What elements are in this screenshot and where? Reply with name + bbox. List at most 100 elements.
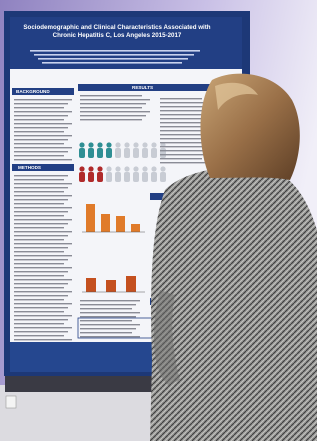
person-icon-body — [88, 148, 94, 158]
poster-bar — [101, 214, 110, 232]
person-icon-body — [97, 172, 103, 182]
text-line — [14, 115, 68, 116]
text-line — [14, 327, 72, 328]
person-icon-body — [142, 172, 148, 182]
poster-bar — [116, 216, 125, 232]
text-line — [14, 219, 72, 220]
text-line — [14, 223, 68, 224]
person-icon-head — [151, 142, 156, 147]
text-line — [14, 103, 68, 104]
text-line — [80, 115, 146, 116]
person-icon-head — [88, 166, 93, 171]
author-line — [34, 54, 194, 56]
text-line — [14, 231, 72, 232]
person-icon-head — [79, 166, 84, 171]
text-line — [14, 159, 72, 160]
person-icon-head — [133, 142, 138, 147]
text-line — [14, 291, 72, 292]
author-line — [30, 50, 200, 52]
text-line — [14, 267, 72, 268]
person-icon-body — [133, 172, 139, 182]
text-line — [14, 251, 64, 252]
text-line — [160, 106, 206, 107]
text-line — [160, 110, 202, 111]
person-icon-body — [124, 172, 130, 182]
photo: BACKGROUND RESULTS METHODS Sociodemograp… — [0, 0, 317, 441]
person-icon-head — [160, 166, 165, 171]
text-line — [14, 335, 64, 336]
person-icon-body — [115, 148, 121, 158]
text-line — [14, 111, 72, 112]
text-line — [14, 179, 64, 180]
text-line — [14, 119, 64, 120]
text-line — [14, 311, 64, 312]
text-line — [80, 332, 132, 333]
poster-bar — [126, 276, 136, 292]
text-line — [14, 295, 68, 296]
text-line — [14, 127, 68, 128]
text-line — [14, 243, 72, 244]
text-line — [160, 98, 202, 99]
text-line — [14, 287, 64, 288]
person-icon-body — [79, 148, 85, 158]
text-line — [14, 183, 72, 184]
text-line — [14, 187, 68, 188]
text-line — [14, 215, 64, 216]
text-line — [14, 247, 68, 248]
text-line — [14, 255, 72, 256]
text-line — [14, 143, 64, 144]
text-line — [14, 319, 68, 320]
poster-bar — [86, 204, 95, 232]
text-line — [14, 135, 72, 136]
section-heading: RESULTS — [132, 85, 153, 90]
person-icon-head — [79, 142, 84, 147]
text-line — [80, 336, 140, 337]
text-line — [160, 118, 206, 119]
person-icon-body — [79, 172, 85, 182]
person-icon-body — [106, 148, 112, 158]
person-icon-body — [160, 172, 166, 182]
text-line — [14, 199, 68, 200]
person-icon-head — [88, 142, 93, 147]
text-line — [80, 119, 142, 120]
text-line — [14, 107, 64, 108]
text-line — [80, 312, 140, 313]
text-line — [14, 235, 68, 236]
text-line — [14, 275, 64, 276]
text-line — [14, 211, 68, 212]
text-line — [80, 308, 132, 309]
text-line — [14, 191, 64, 192]
text-line — [80, 300, 140, 301]
poster-bar — [86, 278, 96, 292]
text-line — [14, 203, 64, 204]
author-line — [42, 62, 182, 64]
person-icon-body — [97, 148, 103, 158]
text-line — [160, 146, 202, 147]
person-icon-head — [142, 142, 147, 147]
poster-title: Sociodemographic and Clinical Characteri… — [22, 24, 212, 39]
text-line — [80, 107, 142, 108]
text-line — [80, 103, 146, 104]
text-line — [80, 111, 150, 112]
text-line — [14, 315, 72, 316]
person-icon-head — [106, 142, 111, 147]
person-icon-head — [115, 142, 120, 147]
person-icon-head — [133, 166, 138, 171]
person-icon-head — [97, 166, 102, 171]
text-line — [14, 123, 72, 124]
text-line — [14, 259, 68, 260]
person-icon-head — [106, 166, 111, 171]
text-line — [14, 283, 68, 284]
text-line — [14, 155, 64, 156]
text-line — [160, 102, 210, 103]
text-line — [160, 154, 206, 155]
text-line — [14, 279, 72, 280]
text-line — [80, 95, 142, 96]
text-line — [160, 122, 202, 123]
text-line — [160, 162, 210, 163]
person-icon-body — [142, 148, 148, 158]
poster-bar — [131, 224, 140, 232]
text-line — [14, 151, 68, 152]
text-line — [160, 158, 202, 159]
person-icon-body — [88, 172, 94, 182]
